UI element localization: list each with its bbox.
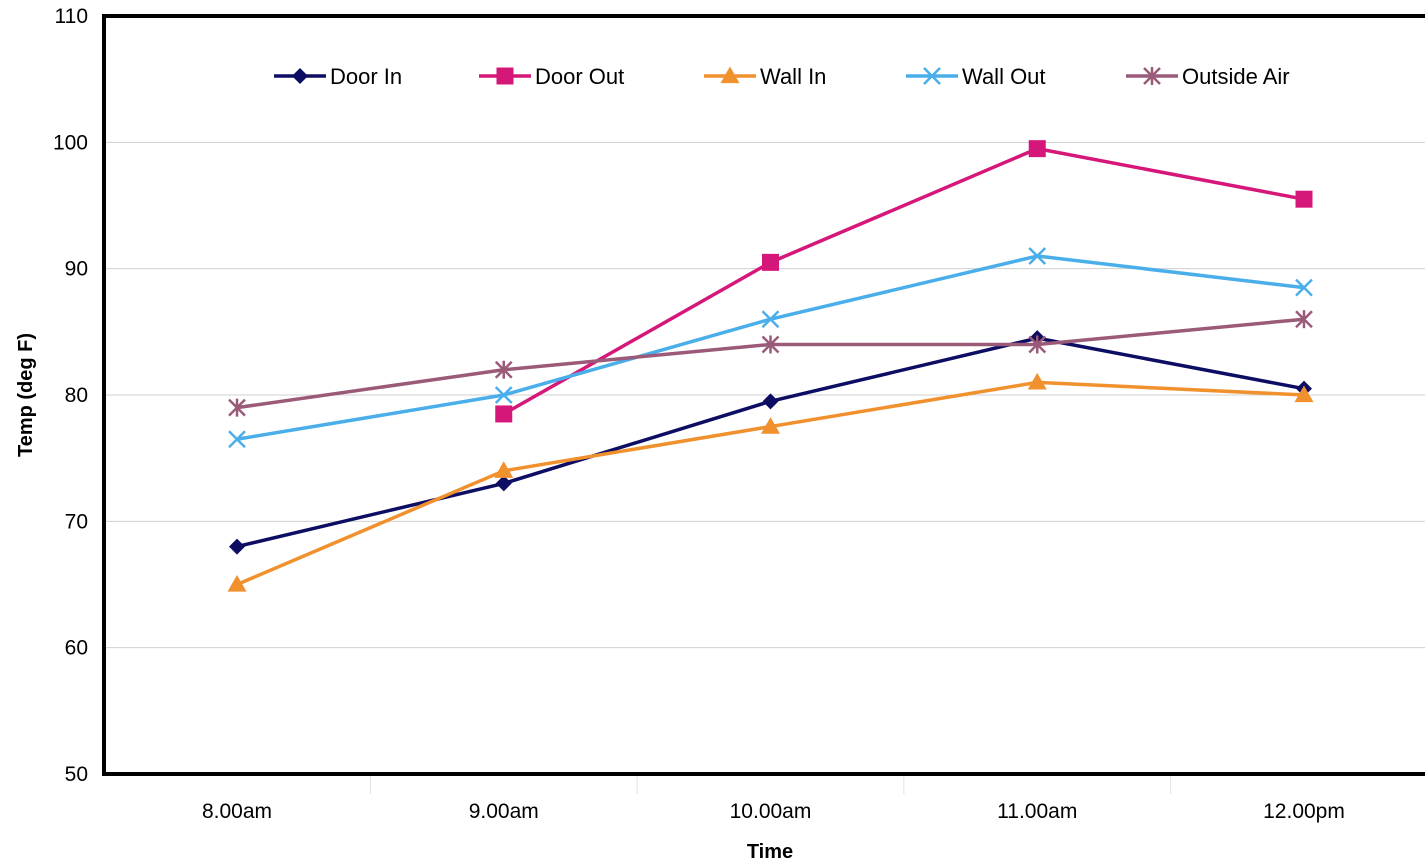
y-axis-title: Temp (deg F) [15, 333, 37, 457]
y-axis-ticks: 50 60 70 80 90 100 110 [53, 5, 88, 786]
marker-door-out [762, 253, 779, 271]
x-axis-ticks: 8.00am 9.00am 10.00am 11.00am 12.00pm [202, 776, 1345, 823]
marker-door-out [1295, 190, 1313, 208]
y-tick-label: 50 [65, 763, 88, 786]
x-tick-label: 8.00am [202, 800, 272, 823]
marker-wall-in [1294, 385, 1314, 403]
legend-item-wall-out: Wall Out [906, 64, 1046, 89]
marker-wall-out [1295, 278, 1313, 297]
gridlines [104, 141, 1425, 649]
legend-marker-wall-out [923, 67, 941, 85]
marker-door-out [1028, 140, 1046, 158]
marker-wall-in [1027, 372, 1047, 390]
marker-wall-out [228, 430, 246, 449]
marker-wall-in [227, 575, 247, 592]
series-line-door-out [502, 146, 1305, 416]
legend-item-outside-air: Outside Air [1126, 64, 1290, 89]
legend-marker-outside-air [1143, 67, 1161, 85]
legend-marker-wall-in [720, 66, 740, 84]
plot-area-frame [102, 14, 1425, 776]
marker-door-in [229, 538, 245, 555]
y-tick-label: 60 [65, 637, 88, 660]
y-tick-label: 100 [53, 131, 88, 154]
marker-door-in [495, 475, 512, 492]
legend-item-door-out: Door Out [479, 64, 624, 89]
legend-item-door-in: Door In [274, 64, 402, 89]
marker-wall-in [761, 417, 780, 434]
series-lines [236, 146, 1305, 587]
series-markers [227, 140, 1314, 592]
marker-outside-air [494, 360, 513, 379]
y-tick-label: 110 [55, 5, 88, 28]
marker-wall-in [494, 461, 514, 478]
legend-label: Door In [330, 64, 402, 89]
legend-label: Outside Air [1182, 64, 1290, 89]
marker-outside-air [1295, 310, 1313, 329]
y-tick-label: 80 [65, 384, 88, 407]
legend-marker-door-out [496, 67, 514, 85]
y-tick-label: 90 [65, 258, 88, 281]
legend-label: Wall In [760, 64, 826, 89]
x-tick-label: 12.00pm [1263, 800, 1345, 823]
marker-door-in [762, 393, 779, 410]
y-tick-label: 70 [65, 510, 88, 533]
legend-item-wall-in: Wall In [704, 64, 826, 89]
x-tick-label: 9.00am [469, 800, 539, 823]
marker-outside-air [228, 398, 246, 417]
legend-label: Wall Out [962, 64, 1046, 89]
legend: Door In Door Out Wall In Wall Out Outside Ai… [274, 64, 1290, 89]
legend-marker-door-in [292, 68, 308, 84]
marker-door-out [495, 405, 513, 423]
marker-wall-out [494, 386, 513, 404]
x-axis-title: Time [747, 841, 793, 862]
x-tick-label: 11.00am [997, 800, 1077, 823]
marker-outside-air [761, 335, 780, 354]
marker-wall-out [761, 310, 780, 329]
x-tick-label: 10.00am [730, 800, 812, 823]
marker-outside-air [1028, 335, 1047, 354]
legend-label: Door Out [535, 64, 624, 89]
marker-wall-out [1028, 247, 1047, 265]
